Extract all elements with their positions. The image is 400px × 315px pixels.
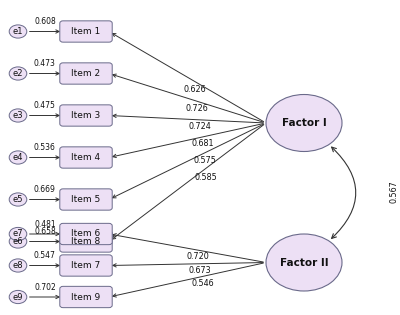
Text: Item 9: Item 9 [71,293,101,301]
Text: 0.547: 0.547 [34,251,56,260]
Text: 0.702: 0.702 [34,283,56,292]
Text: 0.481: 0.481 [34,220,56,229]
Text: e8: e8 [13,261,23,270]
Text: 0.673: 0.673 [189,266,212,275]
FancyBboxPatch shape [60,63,112,84]
FancyBboxPatch shape [60,286,112,308]
Text: 0.536: 0.536 [34,143,56,152]
Circle shape [9,151,27,164]
Ellipse shape [266,94,342,152]
Text: 0.585: 0.585 [195,173,218,182]
Text: e3: e3 [13,111,23,120]
Text: Item 1: Item 1 [71,27,101,36]
Text: e7: e7 [13,230,23,238]
Text: 0.681: 0.681 [191,139,214,148]
Text: 0.669: 0.669 [34,185,56,194]
Text: Item 5: Item 5 [71,195,101,204]
FancyBboxPatch shape [60,147,112,168]
FancyBboxPatch shape [60,105,112,126]
Text: 0.720: 0.720 [187,252,209,261]
Circle shape [9,290,27,304]
Ellipse shape [266,234,342,291]
Text: 0.658: 0.658 [34,227,56,236]
Text: e4: e4 [13,153,23,162]
Text: 0.726: 0.726 [185,104,208,113]
Text: e1: e1 [13,27,23,36]
Circle shape [9,235,27,248]
Text: e9: e9 [13,293,23,301]
Text: Item 2: Item 2 [72,69,100,78]
FancyBboxPatch shape [60,223,112,245]
FancyBboxPatch shape [60,231,112,252]
Circle shape [9,25,27,38]
Circle shape [9,67,27,80]
FancyArrowPatch shape [332,147,356,238]
Text: e6: e6 [13,237,23,246]
FancyBboxPatch shape [60,21,112,42]
Text: e5: e5 [13,195,23,204]
Text: 0.608: 0.608 [34,17,56,26]
Text: Item 4: Item 4 [72,153,100,162]
Text: 0.473: 0.473 [34,59,56,68]
Text: Item 8: Item 8 [71,237,101,246]
Circle shape [9,259,27,272]
Text: Item 6: Item 6 [71,230,101,238]
Text: Factor II: Factor II [280,257,328,267]
Text: 0.724: 0.724 [188,122,211,131]
Text: 0.626: 0.626 [183,85,206,94]
Text: Factor I: Factor I [282,118,326,128]
Text: Item 7: Item 7 [71,261,101,270]
Text: 0.567: 0.567 [390,180,398,203]
FancyBboxPatch shape [60,189,112,210]
Circle shape [9,193,27,206]
Text: e2: e2 [13,69,23,78]
Text: Item 3: Item 3 [71,111,101,120]
Circle shape [9,227,27,241]
Circle shape [9,109,27,122]
Text: 0.546: 0.546 [191,279,214,288]
Text: 0.575: 0.575 [194,156,216,165]
FancyBboxPatch shape [60,255,112,276]
Text: 0.475: 0.475 [34,101,56,110]
